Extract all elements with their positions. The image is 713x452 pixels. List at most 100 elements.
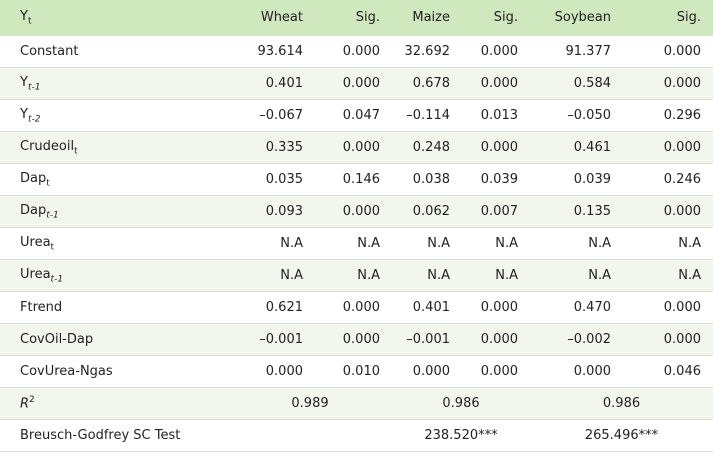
table-row: Yt-1 0.401 0.000 0.678 0.000 0.584 0.000	[0, 67, 713, 100]
label-cell: Ftrend	[0, 291, 228, 324]
spanned-cell: 0.989	[228, 387, 392, 420]
value-cell: 0.146	[315, 163, 392, 196]
value-cell: 0.000	[623, 291, 713, 324]
value-cell: 0.401	[228, 67, 315, 100]
value-cell: 0.000	[462, 323, 530, 356]
table-header: Yt Wheat Sig. Maize Sig. Soybean Sig.	[0, 0, 713, 36]
value-cell: N.A	[315, 227, 392, 260]
value-cell: 0.000	[462, 67, 530, 100]
value-cell: 0.000	[623, 195, 713, 228]
value-cell: 0.007	[462, 195, 530, 228]
label-subscript: t	[46, 178, 50, 189]
row-label: Dap	[20, 202, 47, 218]
row-label: Dap	[20, 170, 47, 186]
value-cell: –0.114	[392, 99, 462, 132]
spanned-cell: 0.986	[530, 387, 713, 420]
table-row: Constant 93.614 0.000 32.692 0.000 91.377 0.00…	[0, 35, 713, 68]
value-cell: 0.000	[462, 35, 530, 68]
value-cell: 0.000	[623, 131, 713, 164]
value-cell: 0.000	[315, 323, 392, 356]
row-label: Y	[20, 8, 28, 24]
value-cell: 0.296	[623, 99, 713, 132]
column-header: Sig.	[315, 0, 392, 36]
value-cell: 0.000	[392, 355, 462, 388]
value-cell: –0.067	[228, 99, 315, 132]
table-row: Crudeoilt 0.335 0.000 0.248 0.000 0.461 0.000	[0, 131, 713, 164]
row-label: Crudeoil	[20, 138, 75, 154]
label-subscript: t-1	[46, 210, 59, 221]
value-cell: 0.461	[530, 131, 623, 164]
value-cell: 0.000	[623, 323, 713, 356]
row-label: Urea	[20, 234, 51, 250]
value-cell: 0.401	[392, 291, 462, 324]
table-body: Constant 93.614 0.000 32.692 0.000 91.377 0.00…	[0, 35, 713, 452]
value-cell: 0.470	[530, 291, 623, 324]
row-label: CovUrea-Ngas	[20, 364, 113, 379]
header-cell: Yt	[0, 0, 228, 36]
table-row: Yt-2 –0.067 0.047 –0.114 0.013 –0.050 0.296	[0, 99, 713, 132]
value-cell: –0.001	[228, 323, 315, 356]
value-cell: 0.013	[462, 99, 530, 132]
table-row: R2 0.989 0.986 0.986	[0, 387, 713, 420]
value-cell: 0.039	[462, 163, 530, 196]
value-cell: 0.047	[315, 99, 392, 132]
value-cell: N.A	[623, 227, 713, 260]
label-subscript: t	[74, 146, 78, 157]
value-cell: 0.035	[228, 163, 315, 196]
value-cell: –0.001	[392, 323, 462, 356]
value-cell: 0.010	[315, 355, 392, 388]
table-row: Ureat-1 N.A N.A N.A N.A N.A N.A	[0, 259, 713, 292]
value-cell: 0.000	[315, 131, 392, 164]
value-cell: 0.000	[530, 355, 623, 388]
table-row: Ftrend 0.621 0.000 0.401 0.000 0.470 0.000	[0, 291, 713, 324]
row-label: Ftrend	[20, 300, 63, 315]
value-cell: 0.062	[392, 195, 462, 228]
value-cell: 0.000	[315, 35, 392, 68]
label-cell: Yt-1	[0, 67, 228, 100]
label-cell: Crudeoilt	[0, 131, 228, 164]
value-cell: N.A	[228, 227, 315, 260]
table-row: CovUrea-Ngas 0.000 0.010 0.000 0.000 0.000 0.0…	[0, 355, 713, 388]
label-cell: Ureat	[0, 227, 228, 260]
column-header: Maize	[392, 0, 462, 36]
label-cell: Ureat-1	[0, 259, 228, 292]
table-row: CovOil-Dap –0.001 0.000 –0.001 0.000 –0.002 0.…	[0, 323, 713, 356]
table-row: Dapt 0.035 0.146 0.038 0.039 0.039 0.246	[0, 163, 713, 196]
value-cell: N.A	[462, 227, 530, 260]
value-cell: N.A	[530, 259, 623, 292]
label-cell: R2	[0, 387, 228, 420]
value-cell: –0.002	[530, 323, 623, 356]
value-cell: 91.377	[530, 35, 623, 68]
label-subscript: t-1	[50, 274, 64, 285]
value-cell: 0.335	[228, 131, 315, 164]
row-label: Y	[20, 74, 28, 90]
row-label: R	[20, 396, 30, 412]
value-cell: 0.678	[392, 67, 462, 100]
row-label: Urea	[20, 266, 51, 282]
value-cell: 0.621	[228, 291, 315, 324]
value-cell: N.A	[315, 259, 392, 292]
label-subscript: t-2	[27, 114, 41, 125]
label-cell: Yt-2	[0, 99, 228, 132]
value-cell: 0.000	[623, 35, 713, 68]
label-cell: Constant	[0, 35, 228, 68]
value-cell: 0.046	[623, 355, 713, 388]
value-cell: 0.248	[392, 131, 462, 164]
row-label: Breusch-Godfrey SC Test	[20, 428, 181, 443]
value-cell: N.A	[392, 259, 462, 292]
value-cell: 0.135	[530, 195, 623, 228]
label-subscript: t	[27, 16, 32, 27]
value-cell: N.A	[228, 259, 315, 292]
value-cell: 0.000	[623, 67, 713, 100]
value-cell: 0.000	[462, 291, 530, 324]
label-cell: Dapt-1	[0, 195, 228, 228]
row-label: Y	[20, 106, 28, 122]
label-cell: CovOil-Dap	[0, 323, 228, 356]
value-cell: 0.584	[530, 67, 623, 100]
label-subscript: t-1	[27, 82, 41, 93]
row-label: Constant	[20, 44, 79, 59]
value-cell: 0.000	[315, 67, 392, 100]
value-cell: 32.692	[392, 35, 462, 68]
table-row: Ureat N.A N.A N.A N.A N.A N.A	[0, 227, 713, 260]
value-cell: N.A	[392, 227, 462, 260]
